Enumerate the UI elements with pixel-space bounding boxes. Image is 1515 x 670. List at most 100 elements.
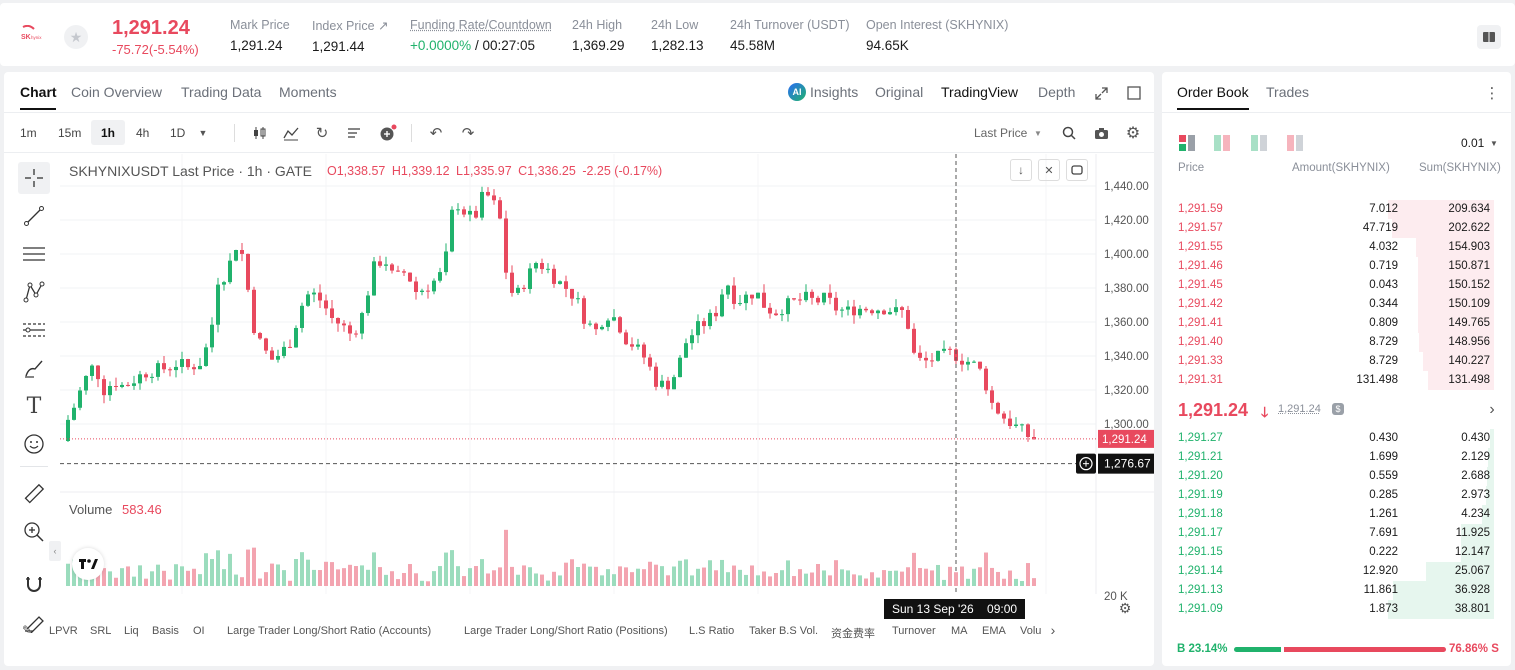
ruler-tool-icon[interactable]	[18, 478, 50, 510]
tab-insights[interactable]: Insights	[810, 84, 859, 100]
tab-depth[interactable]: Depth	[1038, 84, 1076, 100]
ask-row[interactable]: 1,291.33 8.729 140.227	[1162, 352, 1502, 371]
indicator-funding-rate[interactable]: 资金费率	[831, 628, 875, 640]
timeframe-4h[interactable]: 4h	[136, 126, 150, 140]
price-type-select[interactable]: Last Price	[974, 126, 1028, 140]
undo-icon[interactable]: ↶	[429, 125, 443, 142]
layout-bids-icon[interactable]	[1214, 135, 1230, 151]
ask-row[interactable]: 1,291.59 7.012 209.634	[1162, 200, 1502, 219]
bid-row[interactable]: 1,291.15 0.222 12.147	[1162, 543, 1502, 562]
settings-gear-icon[interactable]: ⚙	[1125, 125, 1141, 142]
bid-row[interactable]: 1,291.21 1.699 2.129	[1162, 448, 1502, 467]
tab-tradingview[interactable]: TradingView	[941, 84, 1019, 100]
indicator-taker-bs-vol[interactable]: Taker B.S Vol.	[749, 625, 819, 637]
tab-coin-overview[interactable]: Coin Overview	[71, 84, 163, 100]
precision-caret-icon[interactable]: ▼	[1490, 138, 1498, 148]
trendline-tool-icon[interactable]	[18, 200, 50, 232]
bid-row[interactable]: 1,291.27 0.430 0.430	[1162, 429, 1502, 448]
indicator-oi[interactable]: OI	[193, 625, 205, 637]
candles-icon[interactable]	[251, 124, 269, 142]
ask-row[interactable]: 1,291.46 0.719 150.871	[1162, 257, 1502, 276]
price-chart[interactable]: 1,440.00 1,420.00 1,400.00 1,380.00 1,360.00…	[60, 154, 1154, 624]
indicator-lpvr[interactable]: LPVR	[49, 625, 78, 637]
volume-bar	[672, 566, 676, 586]
orderbook-more-icon[interactable]: ⋮	[1484, 85, 1500, 102]
timeframe-dropdown-icon[interactable]: ▼	[198, 128, 208, 138]
insights-icon[interactable]: AI	[788, 83, 806, 101]
add-alert-icon[interactable]	[378, 123, 398, 143]
bid-row[interactable]: 1,291.13 11.861 36.928	[1162, 581, 1502, 600]
bid-row[interactable]: 1,291.18 1.261 4.234	[1162, 505, 1502, 524]
collapse-sidebar-icon[interactable]: ‹	[49, 541, 61, 561]
layout-both-icon[interactable]	[1179, 135, 1195, 151]
crosshair-tool-icon[interactable]	[18, 162, 50, 194]
magnet-tool-icon[interactable]	[18, 568, 50, 600]
ask-row[interactable]: 1,291.41 0.809 149.765	[1162, 314, 1502, 333]
tab-chart[interactable]: Chart	[20, 84, 57, 100]
timeframe-1h[interactable]: 1h	[101, 126, 116, 140]
scroll-down-icon[interactable]: ↓	[1010, 159, 1032, 181]
ask-row[interactable]: 1,291.57 47.719 202.622	[1162, 219, 1502, 238]
candle-body	[672, 377, 676, 390]
bid-row[interactable]: 1,291.14 12.920 25.067	[1162, 562, 1502, 581]
indicator-ls-ratio[interactable]: L.S Ratio	[689, 625, 735, 637]
tab-order-book[interactable]: Order Book	[1177, 84, 1249, 100]
timeframe-1d[interactable]: 1D	[170, 126, 186, 140]
window-icon[interactable]	[1125, 84, 1143, 102]
bid-row[interactable]: 1,291.20 0.559 2.688	[1162, 467, 1502, 486]
indicator-ma[interactable]: MA	[951, 625, 968, 637]
indicator-turnover[interactable]: Turnover	[892, 625, 936, 637]
brush-tool-icon[interactable]	[18, 352, 50, 384]
redo-icon[interactable]: ↷	[461, 125, 475, 142]
indicator-large-trader-accounts[interactable]: Large Trader Long/Short Ratio (Accounts)	[227, 625, 432, 637]
ask-row[interactable]: 1,291.40 8.729 148.956	[1162, 333, 1502, 352]
layout-asks-icon[interactable]	[1251, 135, 1267, 151]
price-type-caret-icon[interactable]: ▼	[1034, 128, 1042, 138]
book-icon[interactable]	[1477, 25, 1501, 49]
indicators-icon[interactable]	[282, 124, 300, 142]
tab-trades[interactable]: Trades	[1266, 84, 1310, 100]
collapse-icon[interactable]: ✕	[1038, 159, 1060, 181]
chart-settings-icon[interactable]: ⚙	[1118, 599, 1132, 616]
refresh-icon[interactable]: ↻	[315, 125, 329, 142]
fullscreen-icon[interactable]	[1092, 84, 1110, 102]
tab-moments[interactable]: Moments	[279, 84, 337, 100]
mid-more-chevron-icon[interactable]: ›	[1489, 401, 1495, 418]
horizontal-lines-tool-icon[interactable]	[18, 238, 50, 270]
text-tool-icon[interactable]: T	[26, 393, 42, 419]
eraser-tool-icon[interactable]	[18, 606, 50, 638]
precision-select[interactable]: 0.01	[1461, 136, 1485, 150]
tab-trading-data[interactable]: Trading Data	[181, 84, 262, 100]
indicator-volume[interactable]: Volu	[1020, 625, 1042, 637]
search-icon[interactable]	[1060, 124, 1078, 142]
favorite-star-icon[interactable]: ★	[64, 25, 88, 49]
bid-row[interactable]: 1,291.19 0.285 2.973	[1162, 486, 1502, 505]
pattern-tool-icon[interactable]	[18, 276, 50, 308]
maximize-pane-icon[interactable]	[1066, 159, 1088, 181]
ask-row[interactable]: 1,291.31 131.498 131.498	[1162, 371, 1502, 390]
ob-col-price: Price	[1178, 162, 1205, 174]
templates-icon[interactable]	[345, 124, 363, 142]
indicator-liq[interactable]: Liq	[124, 625, 139, 637]
ask-row[interactable]: 1,291.45 0.043 150.152	[1162, 276, 1502, 295]
indicator-edit-icon[interactable]: ✎	[21, 623, 33, 637]
indicator-basis[interactable]: Basis	[152, 625, 179, 637]
camera-icon[interactable]	[1092, 124, 1110, 142]
timeframe-1m[interactable]: 1m	[20, 126, 37, 140]
bid-row[interactable]: 1,291.09 1.873 38.801	[1162, 600, 1502, 619]
tab-original[interactable]: Original	[875, 84, 924, 100]
candle-body	[576, 298, 580, 300]
emoji-tool-icon[interactable]	[18, 428, 50, 460]
ask-row[interactable]: 1,291.55 4.032 154.903	[1162, 238, 1502, 257]
timeframe-15m[interactable]: 15m	[58, 126, 82, 140]
fib-tool-icon[interactable]	[18, 314, 50, 346]
zoom-in-tool-icon[interactable]	[18, 516, 50, 548]
bid-row[interactable]: 1,291.17 7.691 11.925	[1162, 524, 1502, 543]
indicator-ema[interactable]: EMA	[982, 625, 1006, 637]
indicator-large-trader-positions[interactable]: Large Trader Long/Short Ratio (Positions…	[464, 625, 668, 637]
indicator-srl[interactable]: SRL	[90, 625, 112, 637]
layout-sells-icon[interactable]	[1287, 135, 1303, 151]
stat-index-price[interactable]: Index Price ↗ 1,291.44	[312, 19, 389, 54]
ask-row[interactable]: 1,291.42 0.344 150.109	[1162, 295, 1502, 314]
indicators-next-icon[interactable]: ›	[1050, 622, 1056, 638]
